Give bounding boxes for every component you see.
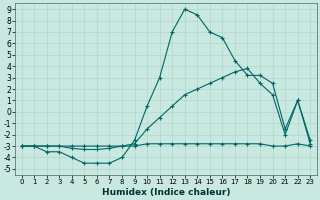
X-axis label: Humidex (Indice chaleur): Humidex (Indice chaleur) <box>102 188 230 197</box>
